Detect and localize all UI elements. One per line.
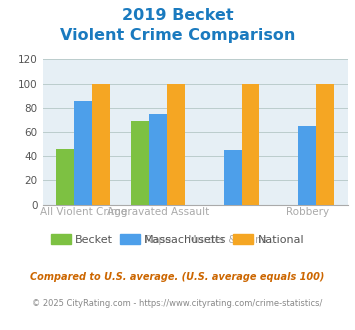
Text: Murder & Mans...: Murder & Mans...	[188, 235, 277, 245]
Bar	[75, 101, 92, 205]
Bar	[167, 83, 185, 205]
Bar	[92, 83, 110, 205]
Bar	[241, 83, 260, 205]
Legend: Becket, Massachusetts, National: Becket, Massachusetts, National	[46, 230, 309, 249]
Bar	[56, 149, 75, 205]
Bar	[316, 83, 334, 205]
Text: Rape: Rape	[145, 235, 171, 245]
Text: Violent Crime Comparison: Violent Crime Comparison	[60, 28, 295, 43]
Text: Compared to U.S. average. (U.S. average equals 100): Compared to U.S. average. (U.S. average …	[30, 272, 325, 282]
Bar	[224, 150, 241, 205]
Bar	[149, 114, 167, 205]
Text: © 2025 CityRating.com - https://www.cityrating.com/crime-statistics/: © 2025 CityRating.com - https://www.city…	[32, 299, 323, 308]
Bar	[298, 126, 316, 205]
Bar	[131, 121, 149, 205]
Text: 2019 Becket: 2019 Becket	[122, 8, 233, 23]
